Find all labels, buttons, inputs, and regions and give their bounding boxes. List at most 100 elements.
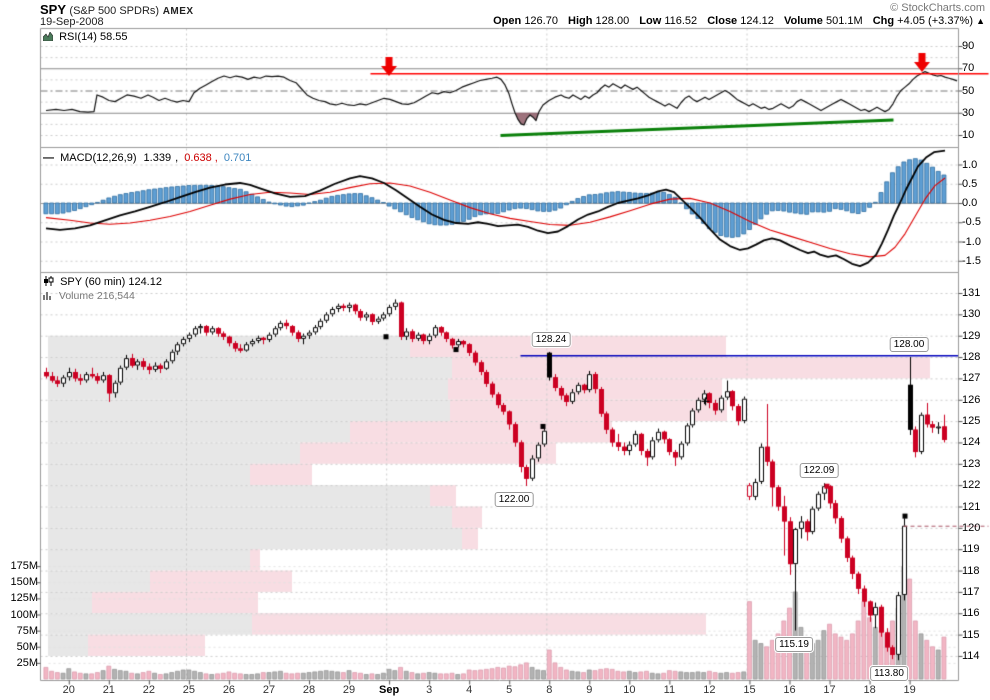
price-ytick-label: 117 [962, 585, 980, 598]
area-chart-icon [42, 31, 54, 44]
x-axis-label: 19 [903, 684, 916, 696]
price-annotation: 113.80 [870, 666, 908, 682]
x-axis-label: 5 [506, 684, 513, 696]
volume-legend: Volume 216,544 [43, 290, 135, 303]
price-annotation: 128.00 [889, 337, 929, 353]
x-axis-label: Sep [379, 684, 400, 696]
price-legend: SPY (60 min) 124.12 [43, 276, 162, 289]
line-sample-icon: — [43, 152, 54, 164]
x-axis-label: 27 [262, 684, 276, 696]
price-ytick-label: 120 [962, 521, 981, 534]
x-axis-label: 20 [62, 684, 75, 696]
price-ytick-label: 115 [962, 628, 980, 641]
open-label: Open [493, 15, 522, 27]
price-annotation: 122.00 [494, 492, 534, 507]
symbol-exchange: AMEX [162, 6, 194, 17]
close-label: Close [707, 15, 738, 27]
x-axis-label: 26 [222, 684, 236, 696]
volume-ytick-label: 150M [10, 576, 38, 589]
rsi-ytick-label: 50 [962, 84, 975, 97]
price-label: SPY (60 min) 124.12 [60, 276, 162, 288]
price-ytick-label: 128 [962, 351, 981, 364]
low-label: Low [639, 15, 662, 27]
volume-ytick-label: 125M [10, 592, 38, 605]
x-axis-label: 4 [466, 684, 473, 696]
x-axis-label: 8 [546, 684, 553, 696]
x-axis-label: 15 [743, 684, 756, 696]
macd-ytick-label: 0.0 [962, 197, 978, 209]
volume-ytick-label: 100M [10, 608, 38, 621]
macd-ytick-label: 1.0 [962, 158, 978, 171]
x-axis-label: 17 [823, 684, 836, 696]
macd-hist-value: 0.701 [223, 152, 252, 164]
quote-bar: Open 126.70 High 128.00 Low 116.52 Close… [486, 15, 985, 27]
rsi-ytick-label: 10 [962, 129, 975, 141]
rsi-ytick-label: 90 [962, 40, 975, 52]
macd-ytick-label: -0.5 [962, 216, 981, 229]
rsi-label: RSI(14) 58.55 [59, 31, 128, 43]
price-annotation: 115.19 [775, 636, 813, 652]
x-axis-label: 25 [182, 684, 196, 696]
x-axis-label: 9 [586, 684, 593, 696]
x-axis-label: 11 [663, 684, 676, 696]
x-axis-label: 22 [142, 684, 155, 696]
volume-ytick-label: 175M [10, 560, 38, 573]
price-ytick-label: 114 [962, 649, 980, 662]
volume-value: 501.1M [825, 15, 863, 27]
x-axis-label: 29 [342, 684, 356, 696]
price-ytick-label: 131 [962, 287, 981, 299]
x-axis-label: 12 [703, 684, 716, 696]
price-ytick-label: 130 [962, 308, 981, 321]
price-ytick-label: 124 [962, 436, 981, 449]
price-ytick-label: 123 [962, 457, 981, 470]
x-axis-label: 28 [302, 684, 316, 696]
volume-ytick-label: 50M [16, 640, 38, 653]
open-value: 126.70 [524, 15, 558, 27]
price-annotation: 122.09 [799, 463, 839, 479]
x-axis-label: 3 [426, 684, 433, 696]
rsi-legend: RSI(14) 58.55 [42, 31, 128, 44]
rsi-ytick-label: 70 [962, 62, 975, 75]
high-label: High [568, 15, 593, 27]
volume-bars-icon [43, 291, 53, 303]
symbol-name: (S&P 500 SPDRs) [69, 5, 160, 17]
price-ytick-label: 118 [962, 564, 980, 577]
price-ytick-label: 119 [962, 543, 980, 556]
price-ytick-label: 116 [962, 607, 980, 620]
candlestick-icon [43, 276, 54, 289]
macd-ytick-label: 0.5 [962, 177, 978, 190]
price-ytick-label: 126 [962, 393, 981, 406]
macd-ytick-label: -1.0 [962, 235, 981, 248]
x-axis-label: 21 [102, 684, 115, 696]
chg-label: Chg [872, 15, 895, 27]
close-value: 124.12 [740, 15, 774, 27]
volume-ytick-label: 75M [16, 624, 38, 637]
x-axis-label: 18 [863, 684, 876, 696]
macd-ytick-label: -1.5 [962, 254, 981, 267]
volume-indicator-label: Volume 216,544 [58, 290, 135, 302]
volume-label: Volume [783, 15, 823, 27]
macd-value: 1.339 [143, 152, 172, 164]
symbol: SPY [40, 2, 66, 17]
price-ytick-label: 129 [962, 329, 981, 342]
high-value: 128.00 [595, 15, 630, 27]
price-ytick-label: 125 [962, 415, 981, 428]
price-ytick-label: 122 [962, 479, 981, 492]
chg-value: +4.05 (+3.37%) [897, 15, 974, 27]
price-ytick-label: 127 [962, 372, 981, 385]
x-axis-label: 16 [783, 684, 796, 696]
macd-legend: — MACD(12,26,9) 1.339, 0.638, 0.701 [43, 152, 252, 164]
up-triangle-icon: ▲ [976, 16, 985, 26]
x-axis-label: 10 [623, 684, 636, 696]
volume-ytick-label: 25M [16, 656, 38, 669]
macd-label: MACD(12,26,9) [60, 152, 137, 164]
price-ytick-label: 121 [962, 500, 981, 513]
copyright: © StockCharts.com [890, 2, 985, 14]
chart-date: 19-Sep-2008 [40, 16, 104, 28]
price-annotation: 128.24 [531, 331, 571, 347]
rsi-ytick-label: 30 [962, 106, 975, 119]
page-title: SPY (S&P 500 SPDRs) AMEX [40, 2, 194, 17]
macd-signal-value: 0.638 [184, 152, 212, 164]
